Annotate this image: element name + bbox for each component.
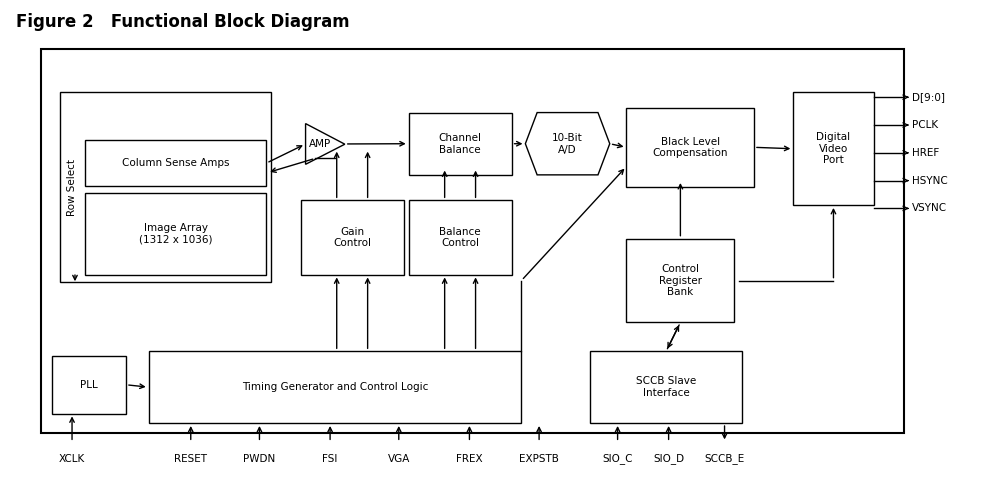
Text: VGA: VGA: [388, 454, 410, 464]
Text: Control
Register
Bank: Control Register Bank: [659, 264, 702, 297]
Text: HREF: HREF: [912, 148, 939, 158]
FancyBboxPatch shape: [408, 200, 512, 275]
Text: EXPSTB: EXPSTB: [520, 454, 559, 464]
FancyBboxPatch shape: [590, 351, 742, 423]
Text: D[9:0]: D[9:0]: [912, 92, 945, 102]
Text: FREX: FREX: [457, 454, 483, 464]
Text: RESET: RESET: [174, 454, 208, 464]
Text: Channel
Balance: Channel Balance: [439, 133, 481, 155]
Text: Column Sense Amps: Column Sense Amps: [122, 158, 229, 168]
FancyBboxPatch shape: [149, 351, 522, 423]
Text: VSYNC: VSYNC: [912, 203, 947, 214]
Text: Gain
Control: Gain Control: [334, 227, 371, 248]
FancyBboxPatch shape: [627, 108, 754, 187]
FancyBboxPatch shape: [85, 193, 267, 275]
Text: XCLK: XCLK: [59, 454, 86, 464]
Text: Row Select: Row Select: [67, 159, 77, 215]
FancyBboxPatch shape: [40, 49, 904, 433]
Text: SIO_D: SIO_D: [653, 454, 684, 465]
FancyBboxPatch shape: [301, 200, 403, 275]
Text: SCCB Slave
Interface: SCCB Slave Interface: [636, 376, 697, 398]
FancyBboxPatch shape: [408, 113, 512, 175]
Text: PWDN: PWDN: [243, 454, 276, 464]
Text: SCCB_E: SCCB_E: [705, 454, 745, 465]
Text: 10-Bit
A/D: 10-Bit A/D: [552, 133, 583, 155]
Text: Timing Generator and Control Logic: Timing Generator and Control Logic: [242, 382, 428, 392]
FancyBboxPatch shape: [52, 356, 126, 414]
FancyBboxPatch shape: [793, 93, 874, 205]
Text: PLL: PLL: [81, 380, 98, 390]
Text: Black Level
Compensation: Black Level Compensation: [652, 136, 728, 158]
Text: HSYNC: HSYNC: [912, 175, 948, 186]
Text: Balance
Control: Balance Control: [439, 227, 481, 248]
Polygon shape: [525, 113, 610, 175]
FancyBboxPatch shape: [85, 140, 267, 186]
Text: AMP: AMP: [309, 139, 332, 149]
Text: Figure 2   Functional Block Diagram: Figure 2 Functional Block Diagram: [16, 13, 349, 31]
FancyBboxPatch shape: [60, 93, 272, 282]
Text: Digital
Video
Port: Digital Video Port: [817, 132, 850, 165]
Text: FSI: FSI: [323, 454, 338, 464]
FancyBboxPatch shape: [627, 239, 734, 322]
Text: Image Array
(1312 x 1036): Image Array (1312 x 1036): [139, 223, 213, 244]
Polygon shape: [306, 123, 344, 164]
Text: SIO_C: SIO_C: [602, 454, 633, 465]
Text: PCLK: PCLK: [912, 120, 938, 130]
